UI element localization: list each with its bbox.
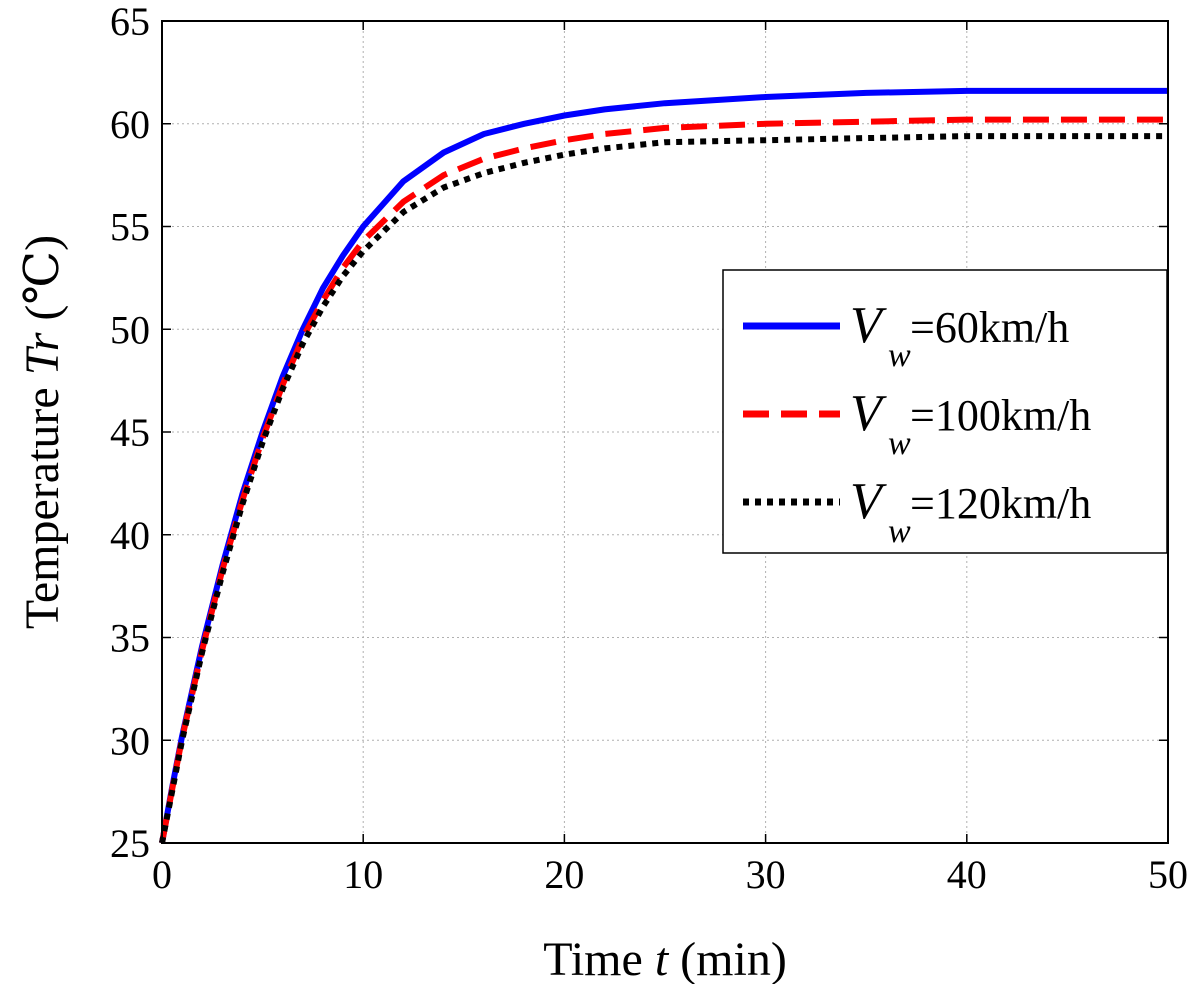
legend: Vw =60km/h Vw =100km/h Vw =120km/h [722,269,1168,554]
axis-ticks: 0 10 20 30 40 50 25 30 35 40 45 50 55 60 65 [110,0,1188,897]
legend-subscript-2: w [888,425,911,462]
y-tick-label: 30 [110,718,150,763]
series-lines [159,87,1168,844]
y-tick-label: 25 [110,821,150,866]
x-tick-label: 30 [746,852,786,897]
x-tick-label: 50 [1148,852,1188,897]
legend-label-1: =60km/h [910,303,1069,352]
x-tick-label: 40 [947,852,987,897]
y-axis-label: Temperature Tr (℃) [16,235,69,629]
y-tick-label: 40 [110,513,150,558]
legend-symbol-3: V [850,473,887,530]
y-tick-label: 45 [110,410,150,455]
x-tick-label: 10 [343,852,383,897]
x-tick-label: 20 [544,852,584,897]
x-tick-label: 0 [152,852,172,897]
legend-label-3: =120km/h [910,479,1091,528]
legend-label-2: =100km/h [910,391,1091,440]
legend-symbol-2: V [850,385,887,442]
y-tick-label: 55 [110,205,150,250]
y-tick-label: 35 [110,616,150,661]
y-tick-label: 50 [110,307,150,352]
legend-subscript-1: w [888,337,911,374]
y-tick-label: 65 [110,0,150,44]
x-axis-label: Time t (min) [543,933,787,984]
legend-symbol-1: V [850,297,887,354]
y-tick-label: 60 [110,102,150,147]
legend-subscript-3: w [888,513,911,550]
